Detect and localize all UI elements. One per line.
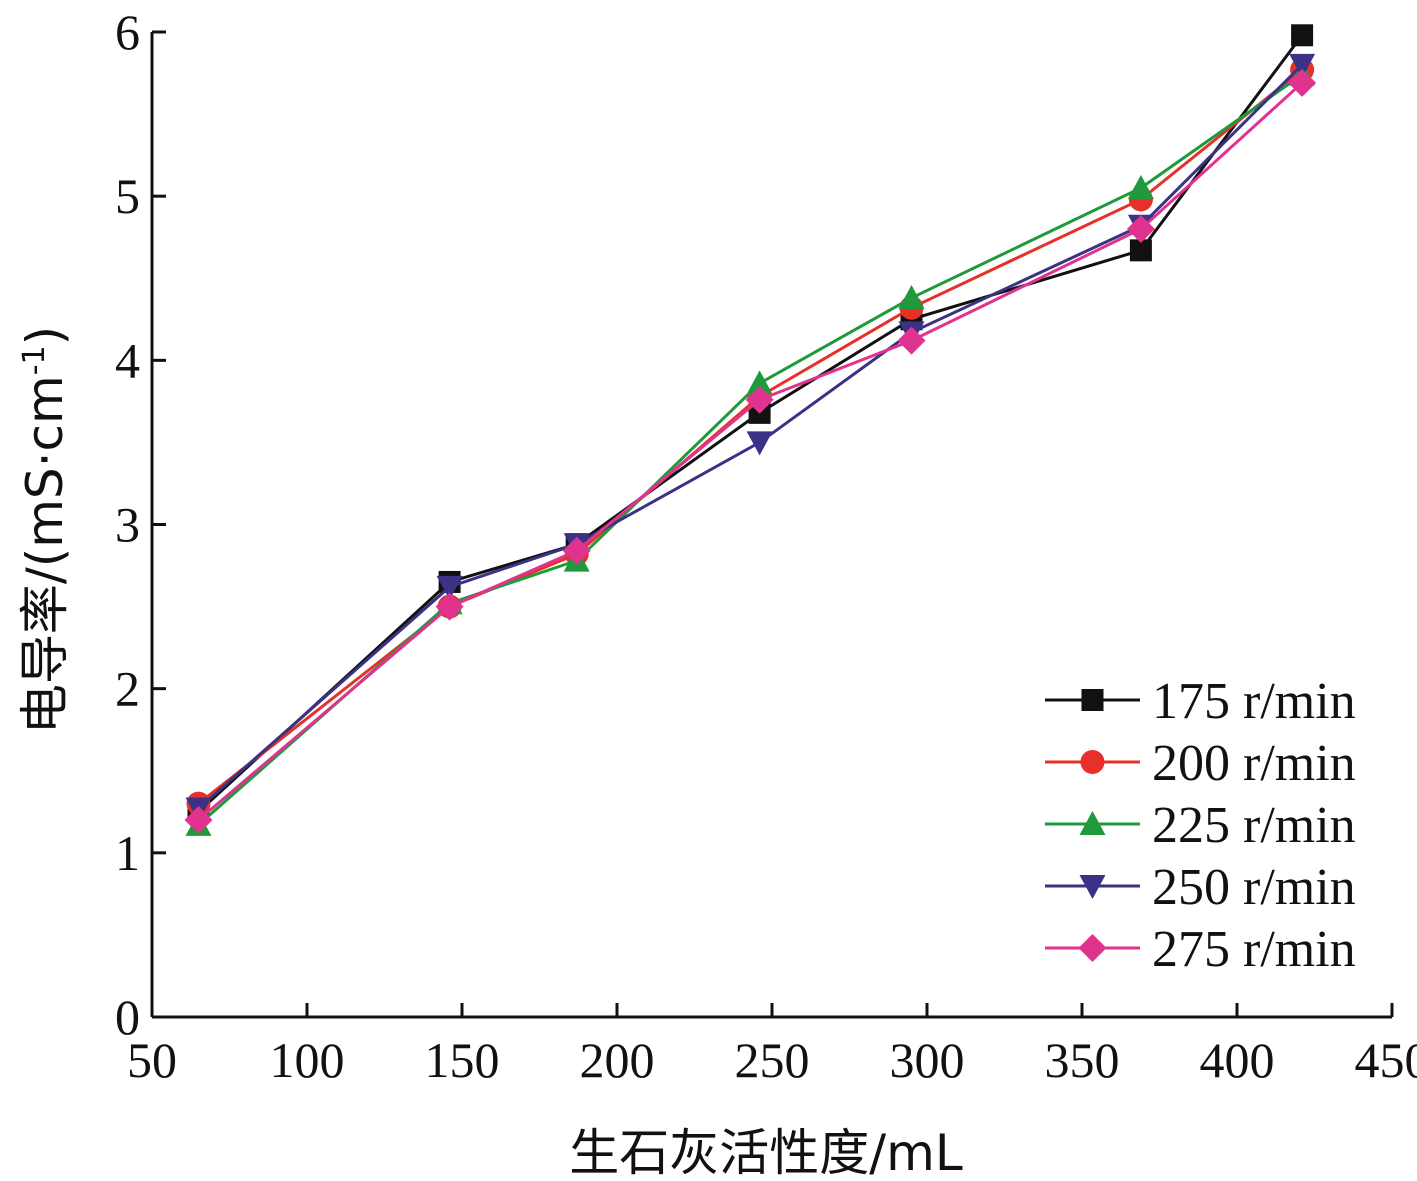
legend-label: 250 r/min: [1152, 859, 1356, 916]
series-layer: [184, 24, 1317, 836]
legend-item: 250 r/min: [1045, 859, 1356, 916]
data-point: [1126, 215, 1155, 243]
data-point: [435, 592, 464, 621]
y-tick-label: 0: [115, 989, 140, 1045]
y-axis-title-close: ): [16, 326, 74, 346]
y-tick-label: 3: [115, 497, 140, 553]
data-point: [184, 806, 213, 834]
x-tick-label: 200: [580, 1032, 655, 1088]
legend-item: 275 r/min: [1045, 921, 1356, 978]
data-point: [1288, 68, 1317, 97]
data-point: [1291, 24, 1314, 47]
x-tick-label: 300: [890, 1032, 965, 1088]
legend-label: 175 r/min: [1152, 673, 1356, 730]
legend-marker: [1079, 811, 1106, 835]
ticks: [150, 30, 1394, 1019]
legend-item: 225 r/min: [1045, 797, 1356, 854]
legend-item: 175 r/min: [1045, 673, 1356, 730]
y-tick-label: 5: [115, 168, 140, 224]
y-tick-label: 2: [115, 661, 140, 717]
y-tick-label: 6: [115, 4, 140, 60]
x-tick-label: 150: [425, 1032, 500, 1088]
y-tick-label: 4: [115, 332, 140, 388]
series-triangle-down: [185, 53, 1316, 822]
legend-marker: [1079, 875, 1106, 899]
legend-label: 200 r/min: [1152, 735, 1356, 792]
data-point: [898, 284, 925, 309]
data-point: [1129, 239, 1152, 262]
legend-marker: [1080, 750, 1105, 774]
y-axis-title: 电导率/(mS·cm-1): [16, 326, 74, 734]
series-square: [187, 24, 1314, 823]
series-diamond: [184, 68, 1317, 834]
x-tick-label: 450: [1355, 1032, 1417, 1088]
x-tick-label: 50: [127, 1032, 177, 1088]
y-axis-title-main: 电导率/(mS·cm: [16, 375, 74, 734]
data-point: [562, 536, 591, 565]
x-tick-label: 100: [270, 1032, 345, 1088]
data-point: [746, 370, 773, 395]
data-point: [897, 326, 926, 355]
x-tick-label: 250: [735, 1032, 810, 1088]
legend-label: 275 r/min: [1152, 921, 1356, 978]
tick-labels: 50 100 150 200 250 300 350 400 450 0 1 2 3 4 5 6: [115, 4, 1417, 1088]
x-tick-label: 400: [1200, 1032, 1275, 1088]
data-point: [1127, 174, 1154, 199]
x-tick-label: 350: [1045, 1032, 1120, 1088]
y-tick-label: 1: [115, 825, 140, 881]
data-point: [436, 575, 463, 600]
data-point: [746, 431, 773, 456]
data-point: [1289, 53, 1316, 78]
legend-item: 200 r/min: [1045, 735, 1356, 792]
y-axis-title-superscript: -1: [17, 345, 52, 375]
x-axis-title: 生石灰活性度/mL: [569, 1124, 963, 1181]
legend-marker: [1078, 934, 1107, 962]
legend-marker: [1081, 689, 1104, 711]
data-point: [745, 385, 774, 414]
legend-label: 225 r/min: [1152, 797, 1356, 854]
